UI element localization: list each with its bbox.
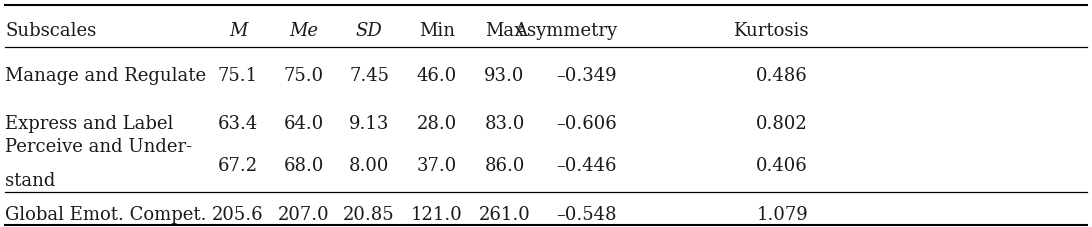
- Text: 75.0: 75.0: [284, 67, 323, 85]
- Text: 7.45: 7.45: [349, 67, 389, 85]
- Text: stand: stand: [5, 172, 56, 189]
- Text: 0.802: 0.802: [757, 115, 808, 133]
- Text: –0.606: –0.606: [556, 115, 617, 133]
- Text: 1.079: 1.079: [757, 206, 808, 223]
- Text: –0.446: –0.446: [557, 157, 617, 175]
- Text: SD: SD: [356, 22, 382, 39]
- Text: –0.349: –0.349: [556, 67, 617, 85]
- Text: 0.486: 0.486: [757, 67, 808, 85]
- Text: M: M: [229, 22, 247, 39]
- Text: Asymmetry: Asymmetry: [514, 22, 617, 39]
- Text: 207.0: 207.0: [277, 206, 330, 223]
- Text: 261.0: 261.0: [478, 206, 531, 223]
- Text: –0.548: –0.548: [557, 206, 617, 223]
- Text: Max: Max: [485, 22, 524, 39]
- Text: 67.2: 67.2: [218, 157, 258, 175]
- Text: 9.13: 9.13: [349, 115, 389, 133]
- Text: 63.4: 63.4: [218, 115, 258, 133]
- Text: 64.0: 64.0: [284, 115, 323, 133]
- Text: 86.0: 86.0: [485, 157, 524, 175]
- Text: Me: Me: [289, 22, 318, 39]
- Text: Express and Label: Express and Label: [5, 115, 174, 133]
- Text: Min: Min: [419, 22, 454, 39]
- Text: Global Emot. Compet.: Global Emot. Compet.: [5, 206, 207, 223]
- Text: 28.0: 28.0: [417, 115, 456, 133]
- Text: Perceive and Under-: Perceive and Under-: [5, 138, 192, 155]
- Text: 0.406: 0.406: [757, 157, 808, 175]
- Text: 83.0: 83.0: [485, 115, 524, 133]
- Text: Kurtosis: Kurtosis: [733, 22, 808, 39]
- Text: 8.00: 8.00: [349, 157, 389, 175]
- Text: 37.0: 37.0: [417, 157, 456, 175]
- Text: Subscales: Subscales: [5, 22, 97, 39]
- Text: 68.0: 68.0: [284, 157, 323, 175]
- Text: 20.85: 20.85: [343, 206, 395, 223]
- Text: 121.0: 121.0: [411, 206, 463, 223]
- Text: 93.0: 93.0: [485, 67, 524, 85]
- Text: 205.6: 205.6: [212, 206, 264, 223]
- Text: Manage and Regulate: Manage and Regulate: [5, 67, 206, 85]
- Text: 46.0: 46.0: [417, 67, 456, 85]
- Text: 75.1: 75.1: [218, 67, 258, 85]
